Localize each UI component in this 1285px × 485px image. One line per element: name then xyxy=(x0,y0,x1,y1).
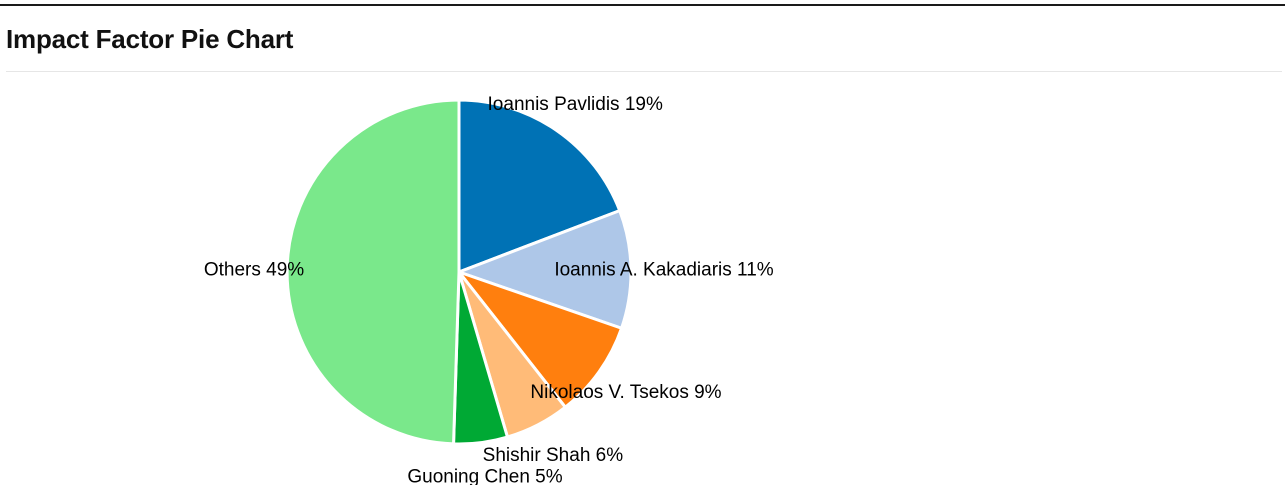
pie-slice-others xyxy=(285,98,461,446)
panel-title: Impact Factor Pie Chart xyxy=(6,24,294,54)
pie-slice-nikolaos-v-tsekos xyxy=(457,270,624,409)
pie-label-nikolaos-v-tsekos: Nikolaos V. Tsekos 9% xyxy=(530,382,721,403)
pie-label-ioannis-a-kakadiaris: Ioannis A. Kakadiaris 11% xyxy=(554,260,773,281)
top-divider xyxy=(0,4,1285,6)
pie-label-others: Others 49% xyxy=(204,260,304,281)
pie-slice-ioannis-pavlidis xyxy=(457,98,622,274)
pie-label-ioannis-pavlidis: Ioannis Pavlidis 19% xyxy=(488,94,663,115)
pie-label-shishir-shah: Shishir Shah 6% xyxy=(483,445,624,466)
pie-labels: Ioannis Pavlidis 19% Ioannis A. Kakadiari… xyxy=(204,94,774,485)
pie-label-guoning-chen: Guoning Chen 5% xyxy=(407,466,562,485)
title-divider xyxy=(6,71,1282,72)
pie-slice-ioannis-a-kakadiaris xyxy=(457,209,633,330)
pie-slices xyxy=(285,98,633,446)
